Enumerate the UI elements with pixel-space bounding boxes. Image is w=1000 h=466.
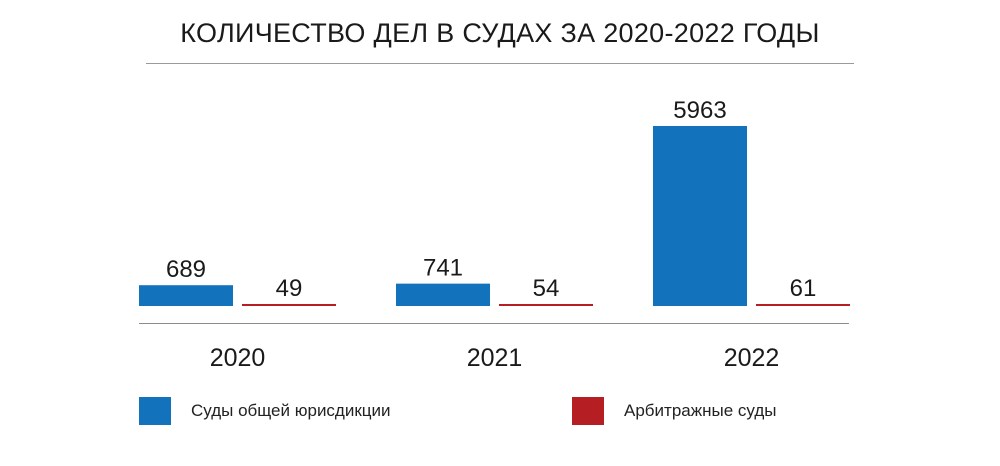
bar-arbitration-courts-2022 bbox=[756, 304, 850, 306]
legend-swatch-arbitration-courts bbox=[572, 397, 604, 425]
bar-arbitration-courts-2020 bbox=[242, 304, 336, 306]
data-label-arbitration-courts-2021: 54 bbox=[533, 275, 560, 302]
x-tick-label-2022: 2022 bbox=[724, 344, 780, 372]
legend-label-general-courts: Суды общей юрисдикции bbox=[191, 401, 391, 420]
bar-general-courts-2020 bbox=[139, 285, 233, 306]
legend-swatch-general-courts bbox=[139, 397, 171, 425]
legend-label-arbitration-courts: Арбитражные суды bbox=[624, 401, 777, 420]
bar-general-courts-2022 bbox=[653, 126, 747, 306]
legend-item-general-courts: Суды общей юрисдикции bbox=[139, 396, 391, 426]
bar-general-courts-2021 bbox=[396, 283, 490, 306]
title-divider bbox=[146, 63, 854, 64]
data-label-general-courts-2021: 741 bbox=[423, 255, 463, 282]
data-label-general-courts-2022: 5963 bbox=[673, 97, 726, 124]
x-tick-label-2021: 2021 bbox=[467, 344, 523, 372]
data-label-arbitration-courts-2022: 61 bbox=[790, 275, 817, 302]
legend-item-arbitration-courts: Арбитражные суды bbox=[572, 396, 776, 426]
data-label-arbitration-courts-2020: 49 bbox=[276, 275, 303, 302]
data-label-general-courts-2020: 689 bbox=[166, 256, 206, 283]
bar-arbitration-courts-2021 bbox=[499, 304, 593, 306]
x-tick-label-2020: 2020 bbox=[210, 344, 266, 372]
chart-title: КОЛИЧЕСТВО ДЕЛ В СУДАХ ЗА 2020-2022 ГОДЫ bbox=[180, 18, 820, 48]
